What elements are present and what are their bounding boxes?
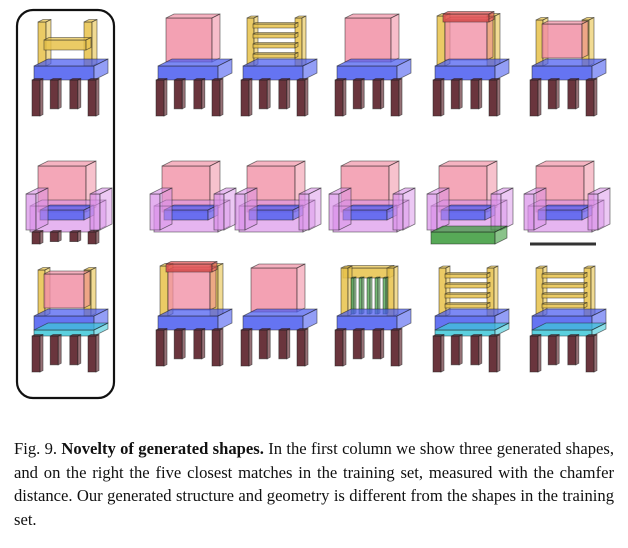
generated-column-highlight [15,8,116,400]
shapes-layer [25,10,611,373]
match-2-3 [328,160,416,233]
figure-image [15,8,611,400]
generated-chair-2 [31,266,109,373]
match-1-5 [529,16,607,117]
match-2-2 [234,160,322,233]
match-3-4 [432,265,510,373]
match-1-3 [334,13,412,117]
match-2-1 [149,160,237,233]
match-3-2 [240,263,318,367]
caption-text: In the first column we show three genera… [14,439,614,529]
match-3-1 [155,260,233,367]
generated-armchair [25,160,113,245]
match-3-3 [334,264,412,367]
match-1-1 [155,13,233,117]
match-2-4 [426,160,514,245]
match-1-2 [240,15,318,117]
figure-caption: Fig. 9. Novelty of generated shapes. In … [14,437,614,531]
caption-label: Fig. 9. [14,439,58,458]
match-2-5 [523,160,611,246]
generated-chair-1 [31,18,109,117]
match-3-5 [529,265,607,373]
match-1-4 [432,10,510,117]
caption-title: Novelty of generated shapes. [61,439,264,458]
